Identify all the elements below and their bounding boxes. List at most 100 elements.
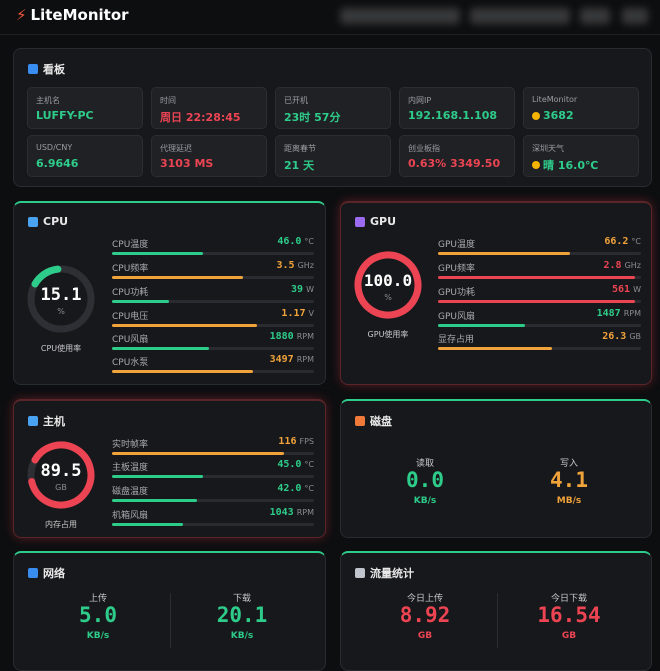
metric-row: GPU功耗 561 W <box>438 284 641 307</box>
metric-bar <box>438 252 570 255</box>
card-icon <box>355 416 365 426</box>
gauge <box>27 265 95 333</box>
info-tile: 深圳天气晴 16.0℃ <box>523 135 639 177</box>
gauge <box>27 441 95 509</box>
metric-label: GPU功耗 <box>438 288 475 298</box>
metric-row: GPU温度 66.2 °C <box>438 236 641 259</box>
tile-value: 0.63% 3349.50 <box>408 157 500 170</box>
stat-value v: 0.0 <box>406 468 444 492</box>
metric-row: 主板温度 45.0 °C <box>112 459 314 482</box>
traffic-card: 流量统计 今日上传 8.92 GB 今日下载 16.54 GB <box>340 551 652 671</box>
column-divider <box>170 593 171 648</box>
tile-value: 3682 <box>532 109 574 122</box>
card-title: 网络 <box>28 565 65 581</box>
metric-value-wrap: 2.8 GHz <box>604 260 641 271</box>
card-icon <box>355 568 365 578</box>
metric-bar <box>112 324 258 327</box>
column-divider <box>497 593 498 648</box>
metric-row: 磁盘温度 42.0 °C <box>112 483 314 506</box>
metric-value: 3.5 <box>276 260 295 271</box>
metric-label: 主板温度 <box>112 463 149 473</box>
logo: ⚡ LiteMonitor <box>16 6 129 24</box>
metric-bar <box>112 475 203 478</box>
stat-value v: 5.0 <box>79 603 117 627</box>
gauge-value: 89.5 <box>40 461 82 481</box>
stat-unit: KB/s <box>86 631 110 641</box>
network-card: 网络 上传 5.0 KB/s 下载 20.1 KB/s <box>13 551 326 671</box>
metric-bar <box>438 324 526 327</box>
metric-label: CPU温度 <box>112 240 149 250</box>
tile-value: LUFFY-PC <box>36 109 94 122</box>
tile-value-text: LUFFY-PC <box>36 109 94 122</box>
info-tile: 创业板指 0.63% 3349.50 <box>399 135 515 177</box>
metric-bar <box>112 370 254 373</box>
tile-value-text: 23时 57分 <box>284 111 341 124</box>
tile-value-text: 192.168.1.108 <box>408 109 498 122</box>
gauge <box>354 251 422 319</box>
host-card: 主机 89.5 GB 内存占用 实时帧率 116 FPS 主板温度 45.0 °C 磁盘温度 42.0… <box>13 399 326 538</box>
title-text: 网络 <box>43 567 65 580</box>
metric-label: CPU水泵 <box>112 358 149 368</box>
tile-label: 内网IP <box>408 96 432 105</box>
metric-label: 显存占用 <box>438 335 475 345</box>
metric-bar <box>112 300 169 303</box>
metric-value-wrap: 1487 RPM <box>597 308 641 319</box>
metric-value-wrap: 39 W <box>291 284 314 295</box>
blurred-info <box>340 8 460 24</box>
info-tile: 主机名 LUFFY-PC <box>27 87 143 129</box>
metric-row: CPU电压 1.17 V <box>112 308 314 331</box>
title-text: 磁盘 <box>370 415 392 428</box>
metric-value: 2.8 <box>603 260 622 271</box>
blurred-info <box>622 8 648 24</box>
dashboard-card: 看板 主机名 LUFFY-PC 时间 周日 22:28:45 已开机 23时 57分 内网I… <box>13 48 652 187</box>
tile-value-text: 6.9646 <box>36 157 79 170</box>
metric-value-wrap: 66.2 °C <box>604 236 641 247</box>
blurred-info <box>580 8 610 24</box>
card-title: 流量统计 <box>355 565 414 581</box>
metric-label: CPU风扇 <box>112 335 149 345</box>
info-tile: 代理延迟 3103 MS <box>151 135 267 177</box>
card-icon <box>28 568 38 578</box>
metric-bar <box>112 347 209 350</box>
info-tile: LiteMonitor 3682 <box>523 87 639 129</box>
tile-label: 深圳天气 <box>532 144 564 153</box>
metric-bar <box>438 276 635 279</box>
sun-icon <box>532 161 540 169</box>
metric-label: 机箱风扇 <box>112 511 149 521</box>
metric-unit: °C <box>631 237 641 246</box>
metric-unit: W <box>633 285 641 294</box>
gauge-unit: % <box>384 293 392 302</box>
tile-label: 主机名 <box>36 96 60 105</box>
cpu-card: CPU 15.1% CPU使用率 CPU温度 46.0 °C CPU频率 3.5 GHz CPU功… <box>13 201 326 385</box>
stat-label: 今日下载 <box>550 594 587 604</box>
tile-label: 距离春节 <box>284 144 316 153</box>
metric-label: 磁盘温度 <box>112 487 149 497</box>
tile-label: 代理延迟 <box>160 144 192 153</box>
gauge-unit: % <box>57 307 65 316</box>
metric-track <box>438 252 641 255</box>
metric-track <box>112 499 314 502</box>
metric-value: 116 <box>278 436 297 447</box>
tile-value: 6.9646 <box>36 157 78 170</box>
metric-track <box>112 300 314 303</box>
metric-unit: RPM <box>623 309 641 318</box>
metric-track <box>438 276 641 279</box>
metric-value-wrap: 46.0 °C <box>277 236 314 247</box>
card-icon <box>355 216 365 227</box>
gauge-arc <box>354 251 422 319</box>
metric-value: 3497 <box>269 354 294 365</box>
tile-label: 已开机 <box>284 96 308 105</box>
title-text: GPU <box>370 215 397 228</box>
metric-value: 561 <box>612 284 631 295</box>
metric-unit: °C <box>304 460 314 469</box>
metric-label: GPU风扇 <box>438 312 475 322</box>
metric-value-wrap: 3.5 GHz <box>277 260 314 271</box>
info-tile: 距离春节 21 天 <box>275 135 391 177</box>
metric-bar <box>112 452 284 455</box>
metric-track <box>438 347 641 350</box>
metric-label: CPU功耗 <box>112 288 149 298</box>
metric-unit: RPM <box>296 332 314 341</box>
metric-value-wrap: 45.0 °C <box>277 459 314 470</box>
title-text: 看板 <box>43 63 65 76</box>
metric-track <box>112 252 314 255</box>
